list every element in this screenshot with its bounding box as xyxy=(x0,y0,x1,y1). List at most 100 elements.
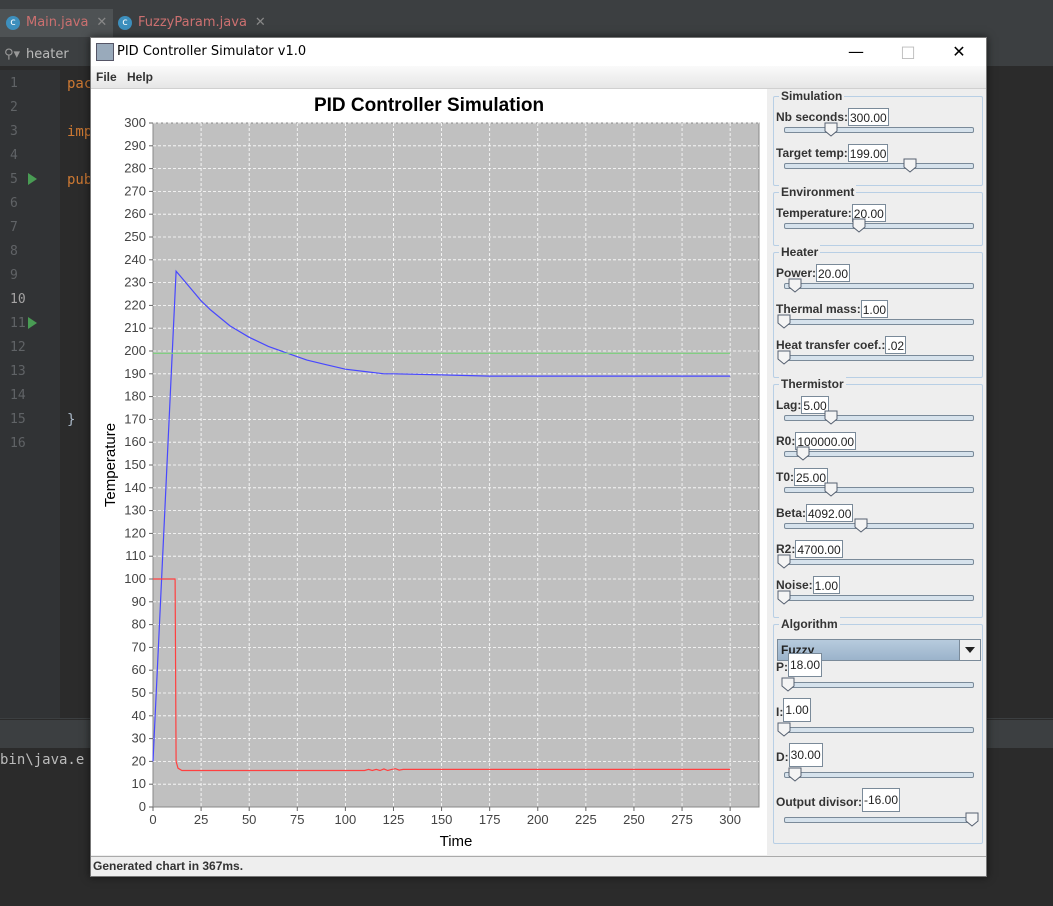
slider-thumb[interactable] xyxy=(852,218,866,233)
x-tick-label: 50 xyxy=(242,812,256,827)
y-tick-label: 80 xyxy=(132,617,146,632)
slider-track[interactable] xyxy=(784,727,974,733)
slider-track[interactable] xyxy=(784,817,974,823)
slider-thumb[interactable] xyxy=(824,122,838,137)
parameter-panel: Simulation Nb seconds: 300.00 Target temp: 1… xyxy=(771,89,986,855)
value-input[interactable]: 1.00 xyxy=(860,300,889,318)
x-tick-label: 175 xyxy=(479,812,501,827)
field-label: Lag: xyxy=(776,398,802,412)
value-input[interactable]: 25.00 xyxy=(794,468,829,486)
slider-thumb[interactable] xyxy=(777,554,791,569)
value-input[interactable]: 4092.00 xyxy=(806,504,854,522)
close-button[interactable]: ✕ xyxy=(952,42,966,61)
ide-tab-main[interactable]: c Main.java ✕ xyxy=(0,9,114,37)
code-line: pub xyxy=(67,172,93,188)
group-title: Algorithm xyxy=(779,617,840,631)
y-tick-label: 70 xyxy=(132,639,146,654)
y-axis-label: Temperature xyxy=(102,423,119,507)
y-tick-label: 260 xyxy=(124,206,146,221)
field-label: T0: xyxy=(776,470,794,484)
slider-thumb[interactable] xyxy=(796,446,810,461)
field-label: Heat transfer coef.: xyxy=(776,338,886,352)
slider-thumb[interactable] xyxy=(788,278,802,293)
group-title: Simulation xyxy=(779,89,845,103)
close-icon[interactable]: ✕ xyxy=(254,15,266,30)
slider-track[interactable] xyxy=(784,355,974,361)
slider-track[interactable] xyxy=(784,223,974,229)
value-input[interactable]: 5.00 xyxy=(801,396,829,414)
line-number: 9 xyxy=(10,268,18,283)
y-tick-label: 210 xyxy=(124,320,146,335)
x-tick-label: 125 xyxy=(383,812,405,827)
value-input[interactable]: 100000.00 xyxy=(795,432,857,450)
value-input[interactable]: 1.00 xyxy=(812,576,841,594)
field-label: Output divisor: xyxy=(776,795,862,809)
minimize-button[interactable]: — xyxy=(848,42,864,61)
value-input[interactable]: 30.00 xyxy=(788,743,823,767)
slider-track[interactable] xyxy=(784,487,974,493)
value-input[interactable]: 199.00 xyxy=(847,144,889,162)
menu-help[interactable]: Help xyxy=(127,70,154,84)
slider-thumb[interactable] xyxy=(854,518,868,533)
code-line: imp xyxy=(67,124,93,140)
slider-track[interactable] xyxy=(784,127,974,133)
slider-track[interactable] xyxy=(784,415,974,421)
run-icon[interactable] xyxy=(28,317,37,329)
slider-track[interactable] xyxy=(784,163,974,169)
y-tick-label: 300 xyxy=(124,115,146,130)
group-heater: Heater Power: 20.00 Thermal mass: 1.00 Heat t… xyxy=(773,245,983,378)
slider-thumb[interactable] xyxy=(781,677,795,692)
y-tick-label: 130 xyxy=(124,503,146,518)
x-tick-label: 250 xyxy=(623,812,645,827)
slider-track[interactable] xyxy=(784,523,974,529)
group-title: Heater xyxy=(779,245,821,259)
slider-thumb[interactable] xyxy=(903,158,917,173)
slider-track[interactable] xyxy=(784,283,974,289)
close-icon[interactable]: ✕ xyxy=(96,15,108,30)
slider-thumb[interactable] xyxy=(824,482,838,497)
field-label: Power: xyxy=(776,266,817,280)
slider-track[interactable] xyxy=(784,559,974,565)
slider-thumb[interactable] xyxy=(788,767,802,782)
class-icon: c xyxy=(6,15,20,30)
maximize-button[interactable]: □ xyxy=(900,42,916,61)
search-input[interactable]: heater xyxy=(26,47,69,62)
slider-thumb[interactable] xyxy=(965,812,979,827)
value-input[interactable]: -16.00 xyxy=(861,788,901,812)
value-input[interactable]: 4700.00 xyxy=(795,540,843,558)
slider-thumb[interactable] xyxy=(777,350,791,365)
line-number: 10 xyxy=(10,292,26,307)
value-input[interactable]: 20.00 xyxy=(851,204,886,222)
x-tick-label: 100 xyxy=(335,812,357,827)
slider-track[interactable] xyxy=(784,772,974,778)
y-tick-label: 40 xyxy=(132,708,146,723)
slider-thumb[interactable] xyxy=(824,410,838,425)
window-titlebar[interactable]: PID Controller Simulator v1.0 — □ ✕ xyxy=(91,38,986,66)
menu-file[interactable]: File xyxy=(96,70,117,84)
ide-tab-fuzzyparam[interactable]: c FuzzyParam.java ✕ xyxy=(112,9,272,37)
slider-thumb[interactable] xyxy=(777,314,791,329)
slider-track[interactable] xyxy=(784,682,974,688)
chevron-down-icon[interactable] xyxy=(959,640,980,660)
slider-track[interactable] xyxy=(784,319,974,325)
field-label: Nb seconds: xyxy=(776,110,849,124)
value-input[interactable]: 1.00 xyxy=(783,698,811,722)
slider-thumb[interactable] xyxy=(777,722,791,737)
run-icon[interactable] xyxy=(28,173,37,185)
value-input[interactable]: 20.00 xyxy=(816,264,851,282)
slider-track[interactable] xyxy=(784,451,974,457)
slider-thumb[interactable] xyxy=(777,590,791,605)
slider-track[interactable] xyxy=(784,595,974,601)
value-input[interactable]: .02 xyxy=(885,336,907,354)
line-number: 8 xyxy=(10,244,18,259)
algorithm-select[interactable]: Fuzzy xyxy=(777,639,981,661)
value-input[interactable]: 18.00 xyxy=(788,653,823,677)
value-input[interactable]: 300.00 xyxy=(848,108,889,126)
line-number: 16 xyxy=(10,436,26,451)
y-tick-label: 240 xyxy=(124,252,146,267)
simulator-window: PID Controller Simulator v1.0 — □ ✕ File… xyxy=(90,37,987,877)
field-label: Beta: xyxy=(776,506,807,520)
y-tick-label: 170 xyxy=(124,411,146,426)
group-title: Environment xyxy=(779,185,857,199)
